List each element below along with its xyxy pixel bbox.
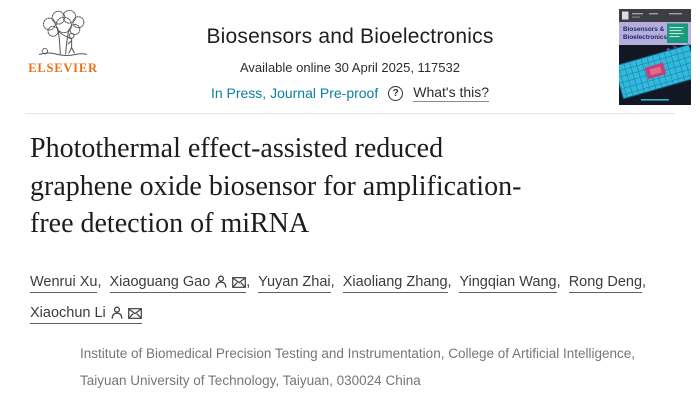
svg-text:Bioelectronics: Bioelectronics [623,34,667,41]
article-title-line-1: Photothermal effect-assisted reduced [30,133,444,164]
in-press-link[interactable]: In Press, Journal Pre-proof [210,85,379,101]
author-link[interactable]: Xiaoliang Zhang [342,274,448,293]
author-name: Xiaoguang Gao [109,274,211,290]
author-name: Yingqian Wang [459,274,557,290]
whats-this-link[interactable]: What's this? [413,84,490,102]
envelope-icon[interactable] [232,270,247,299]
person-icon[interactable] [215,270,227,299]
author-link[interactable]: Wenrui Xu [30,274,98,293]
author-name: Xiaochun Li [30,305,106,321]
author-separator: , [97,274,102,290]
affiliation-text: Institute of Biomedical Precision Testin… [80,346,636,388]
author-link-corresponding[interactable]: Xiaoguang Gao [109,274,247,293]
article-title-line-2: graphene oxide biosensor for amplificati… [30,170,522,202]
author-name: Xiaoliang Zhang [342,274,448,290]
header-divider [25,113,675,114]
author-name: Yuyan Zhai [258,274,331,290]
article-title: Photothermal effect-assisted reduced gra… [30,130,685,243]
journal-title-link[interactable]: Biosensors and Bioelectronics [206,25,494,48]
author-separator: , [246,274,251,290]
author-separator: , [642,274,647,290]
author-link[interactable]: Yingqian Wang [459,274,557,293]
author-name: Rong Deng [568,274,643,290]
author-link[interactable]: Rong Deng [568,274,643,293]
journal-cover-thumbnail[interactable]: Biosensors & Bioelectronics [619,9,691,105]
envelope-icon[interactable] [127,301,142,330]
elsevier-tree-icon [38,9,88,57]
author-link[interactable]: Yuyan Zhai [258,274,331,293]
status-row: In Press, Journal Pre-proof ? What's thi… [115,84,585,102]
svg-text:Biosensors &: Biosensors & [623,26,665,33]
author-separator: , [556,274,561,290]
availability-text: Available online 30 April 2025, 117532 [240,60,460,75]
question-circle-icon[interactable]: ? [388,85,404,101]
person-icon[interactable] [111,301,123,330]
author-link-corresponding[interactable]: Xiaochun Li [30,305,142,324]
author-list: Wenrui Xu, Xiaoguang Gao, Yuyan Zhai, Xi… [30,268,680,330]
author-name: Wenrui Xu [30,274,98,290]
elsevier-wordmark: ELSEVIER [28,61,98,75]
journal-cover-image: Biosensors & Bioelectronics [619,9,691,105]
author-separator: , [330,274,335,290]
elsevier-logo[interactable]: ELSEVIER [28,8,98,76]
author-separator: , [447,274,452,290]
journal-banner: Biosensors and Bioelectronics Available … [115,25,585,102]
article-title-line-3: free detection of miRNA [30,208,310,239]
